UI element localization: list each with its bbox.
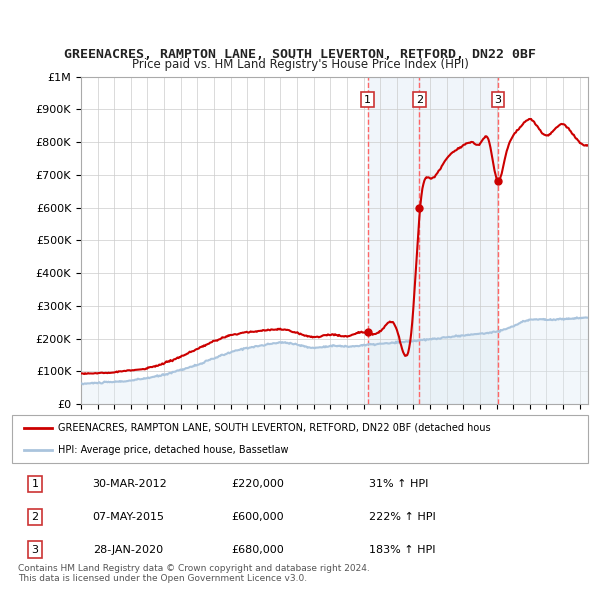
Text: 30-MAR-2012: 30-MAR-2012 <box>92 479 167 489</box>
Text: Price paid vs. HM Land Registry's House Price Index (HPI): Price paid vs. HM Land Registry's House … <box>131 58 469 71</box>
FancyBboxPatch shape <box>12 415 588 463</box>
Text: GREENACRES, RAMPTON LANE, SOUTH LEVERTON, RETFORD, DN22 0BF (detached hous: GREENACRES, RAMPTON LANE, SOUTH LEVERTON… <box>58 423 491 433</box>
Bar <box>419 77 498 404</box>
Text: 222% ↑ HPI: 222% ↑ HPI <box>369 512 436 522</box>
Text: 07-MAY-2015: 07-MAY-2015 <box>92 512 164 522</box>
Text: 3: 3 <box>494 94 502 104</box>
Text: 28-JAN-2020: 28-JAN-2020 <box>92 545 163 555</box>
Text: £220,000: £220,000 <box>231 479 284 489</box>
Text: £680,000: £680,000 <box>231 545 284 555</box>
Text: Contains HM Land Registry data © Crown copyright and database right 2024.
This d: Contains HM Land Registry data © Crown c… <box>18 563 370 583</box>
Text: 2: 2 <box>31 512 38 522</box>
Text: HPI: Average price, detached house, Bassetlaw: HPI: Average price, detached house, Bass… <box>58 445 289 455</box>
Text: 3: 3 <box>32 545 38 555</box>
Text: GREENACRES, RAMPTON LANE, SOUTH LEVERTON, RETFORD, DN22 0BF: GREENACRES, RAMPTON LANE, SOUTH LEVERTON… <box>64 48 536 61</box>
Text: £600,000: £600,000 <box>231 512 284 522</box>
Text: 1: 1 <box>32 479 38 489</box>
Text: 1: 1 <box>364 94 371 104</box>
Text: 183% ↑ HPI: 183% ↑ HPI <box>369 545 436 555</box>
Text: 31% ↑ HPI: 31% ↑ HPI <box>369 479 428 489</box>
Bar <box>368 77 419 404</box>
Text: 2: 2 <box>416 94 423 104</box>
